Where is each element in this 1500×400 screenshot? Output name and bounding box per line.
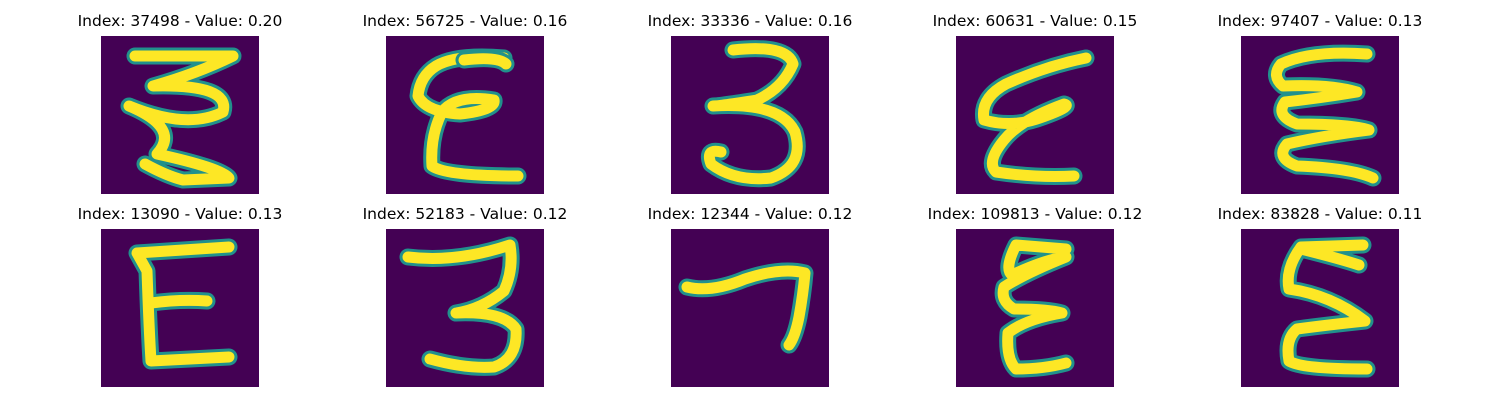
stroke-core — [412, 51, 524, 182]
panel-title: Index: 56725 - Value: 0.16 — [362, 12, 568, 30]
panel-title: Index: 60631 - Value: 0.15 — [932, 12, 1138, 30]
panel-title: Index: 52183 - Value: 0.12 — [362, 205, 568, 223]
stroke-core — [458, 53, 512, 70]
digit-image-svg — [671, 229, 829, 387]
digit-image — [1241, 36, 1399, 194]
digit-image-svg — [386, 36, 544, 194]
digit-image — [671, 229, 829, 387]
digit-image — [956, 229, 1114, 387]
digit-image — [101, 229, 259, 387]
panel-10: Index: 83828 - Value: 0.11 — [1195, 204, 1445, 387]
panel-title: Index: 12344 - Value: 0.12 — [647, 205, 853, 223]
digit-image — [101, 36, 259, 194]
panel-title: Index: 109813 - Value: 0.12 — [927, 205, 1143, 223]
digit-image-svg — [386, 229, 544, 387]
digit-image — [386, 229, 544, 387]
stroke-core — [1271, 47, 1379, 184]
panel-3: Index: 33336 - Value: 0.16 — [625, 11, 875, 194]
panel-title: Index: 33336 - Value: 0.16 — [647, 12, 853, 30]
stroke-core — [997, 239, 1072, 375]
digit-image-svg — [671, 36, 829, 194]
panel-4: Index: 60631 - Value: 0.15 — [910, 11, 1160, 194]
panel-1: Index: 37498 - Value: 0.20 — [55, 11, 305, 194]
panel-6: Index: 13090 - Value: 0.13 — [55, 204, 305, 387]
stroke-core — [977, 52, 1092, 182]
digit-image-svg — [956, 229, 1114, 387]
panel-title: Index: 97407 - Value: 0.13 — [1217, 12, 1423, 30]
stroke-core — [703, 43, 803, 185]
stroke-core — [131, 241, 235, 367]
stroke-core — [402, 239, 522, 373]
panel-title: Index: 83828 - Value: 0.11 — [1217, 205, 1423, 223]
digit-image — [1241, 229, 1399, 387]
panel-title: Index: 13090 - Value: 0.13 — [77, 205, 283, 223]
digit-image-svg — [101, 229, 259, 387]
digit-image-svg — [1241, 229, 1399, 387]
panel-2: Index: 56725 - Value: 0.16 — [340, 11, 590, 194]
panel-7: Index: 52183 - Value: 0.12 — [340, 204, 590, 387]
digit-image-svg — [956, 36, 1114, 194]
panel-5: Index: 97407 - Value: 0.13 — [1195, 11, 1445, 194]
digit-image-svg — [101, 36, 259, 194]
panel-8: Index: 12344 - Value: 0.12 — [625, 204, 875, 387]
digit-image — [671, 36, 829, 194]
digit-image-svg — [1241, 36, 1399, 194]
panel-title: Index: 37498 - Value: 0.20 — [77, 12, 283, 30]
panel-9: Index: 109813 - Value: 0.12 — [910, 204, 1160, 387]
digit-image — [386, 36, 544, 194]
stroke-core — [123, 50, 239, 186]
stroke-core — [681, 265, 811, 351]
digit-image — [956, 36, 1114, 194]
stroke-core — [1282, 239, 1373, 375]
